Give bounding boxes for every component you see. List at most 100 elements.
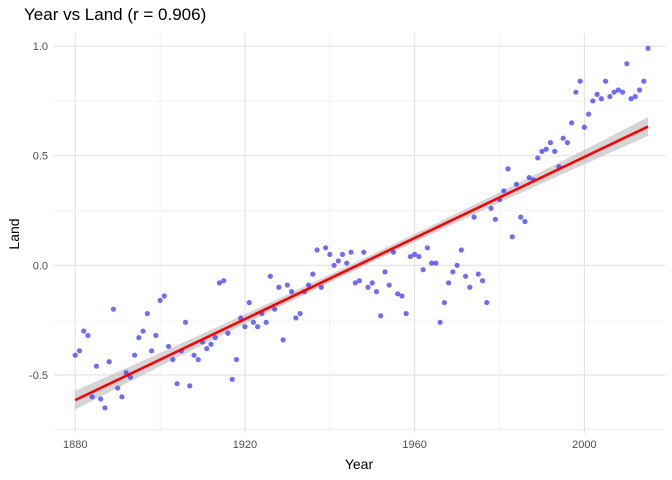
data-point xyxy=(195,356,201,363)
data-point xyxy=(560,135,566,141)
data-point xyxy=(467,284,473,290)
data-point xyxy=(322,245,329,251)
x-tick-label: 2000 xyxy=(572,439,596,451)
data-point xyxy=(471,214,477,220)
data-point xyxy=(632,93,638,100)
data-point xyxy=(586,111,592,117)
data-point xyxy=(450,269,456,275)
data-point xyxy=(352,280,358,286)
data-point xyxy=(208,341,214,347)
data-point xyxy=(110,306,117,312)
grid-minor xyxy=(54,33,665,433)
y-tick-label: -0.5 xyxy=(29,370,48,382)
data-point xyxy=(611,89,617,95)
x-tick-label: 1880 xyxy=(63,439,87,451)
data-point xyxy=(267,273,273,279)
data-point xyxy=(280,337,286,343)
chart-title: Year vs Land (r = 0.906) xyxy=(24,5,206,24)
data-point xyxy=(157,297,163,303)
data-point xyxy=(484,299,490,306)
data-point xyxy=(424,245,430,251)
x-axis-ticks: 1880 1920 1960 2000 xyxy=(63,439,597,451)
data-point xyxy=(590,98,596,104)
data-point xyxy=(182,319,189,325)
data-point xyxy=(242,324,248,330)
data-point xyxy=(136,335,142,341)
data-point xyxy=(441,299,447,306)
data-point xyxy=(289,289,295,295)
data-point xyxy=(378,313,384,319)
data-point xyxy=(246,299,252,306)
data-point xyxy=(318,284,324,290)
data-point xyxy=(327,251,333,257)
data-point xyxy=(581,124,587,130)
data-point xyxy=(102,405,108,411)
data-point xyxy=(577,78,583,84)
data-point xyxy=(132,352,138,358)
data-point xyxy=(140,328,146,334)
data-point xyxy=(72,352,78,358)
data-point xyxy=(81,328,87,334)
data-point xyxy=(594,91,600,97)
regression-line xyxy=(74,125,649,402)
y-axis-ticks: -0.5 0.0 0.5 1.0 xyxy=(29,41,48,382)
data-point xyxy=(420,267,426,273)
y-tick-label: 0.0 xyxy=(33,260,48,272)
data-point xyxy=(607,93,613,100)
data-point xyxy=(85,332,91,339)
data-point xyxy=(187,383,193,389)
data-point xyxy=(543,146,549,152)
data-point xyxy=(348,249,354,255)
data-point xyxy=(390,249,397,255)
data-point xyxy=(518,214,524,220)
x-axis-label: Year xyxy=(345,456,374,472)
data-point xyxy=(344,260,350,266)
data-point xyxy=(335,258,341,264)
data-point xyxy=(98,396,104,402)
data-point xyxy=(573,89,579,95)
data-point xyxy=(636,87,643,93)
data-point xyxy=(454,262,460,268)
data-point xyxy=(310,271,316,277)
data-point xyxy=(216,280,223,286)
data-point xyxy=(115,385,121,391)
data-point xyxy=(492,216,498,222)
data-point xyxy=(165,343,172,350)
data-point xyxy=(153,332,159,339)
y-tick-label: 1.0 xyxy=(33,41,48,53)
data-point xyxy=(331,262,337,268)
data-point xyxy=(339,251,346,257)
data-point xyxy=(501,188,507,194)
data-point xyxy=(446,280,452,286)
data-point xyxy=(212,335,218,341)
data-point xyxy=(369,280,375,286)
data-point xyxy=(225,330,231,336)
data-point xyxy=(598,96,604,102)
data-point xyxy=(386,282,392,288)
data-point xyxy=(624,61,630,67)
data-point xyxy=(305,282,312,288)
data-point xyxy=(297,310,303,317)
data-point xyxy=(619,89,626,95)
y-tick-label: 0.5 xyxy=(33,151,48,163)
data-point xyxy=(407,253,414,260)
data-point xyxy=(505,166,511,172)
data-point xyxy=(250,319,257,325)
data-point xyxy=(314,247,320,253)
data-point xyxy=(361,249,367,255)
data-point xyxy=(602,78,609,84)
data-point xyxy=(284,282,290,288)
data-point xyxy=(539,148,545,154)
data-point xyxy=(89,394,95,400)
data-point xyxy=(513,181,520,187)
data-point xyxy=(416,253,422,260)
data-point xyxy=(144,310,150,317)
data-point xyxy=(161,293,167,299)
x-tick-label: 1920 xyxy=(233,439,257,451)
data-point xyxy=(462,273,469,279)
data-point xyxy=(526,175,532,181)
data-point xyxy=(272,306,278,312)
data-point xyxy=(535,155,541,161)
data-point xyxy=(395,291,401,297)
